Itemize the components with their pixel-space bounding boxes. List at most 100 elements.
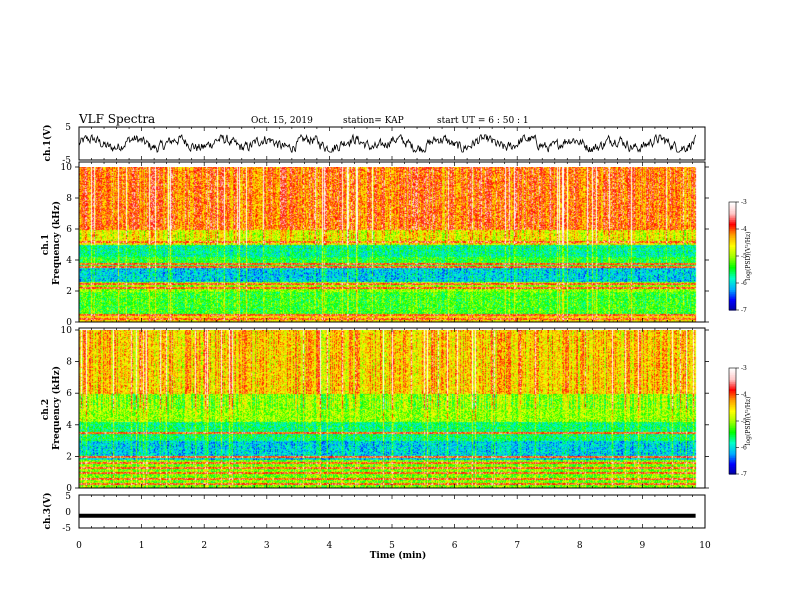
ch2-colorbar-swatch bbox=[729, 383, 736, 387]
ch2-colorbar-swatch bbox=[729, 468, 736, 472]
ch1-colorbar-swatch bbox=[729, 234, 736, 237]
ch2-colorbar-swatch bbox=[729, 376, 736, 380]
ch1-spectrogram-ytick-label: 8 bbox=[66, 194, 72, 204]
ch1-colorbar-swatch bbox=[729, 302, 736, 306]
ch2-colorbar-tick-label: -7 bbox=[741, 471, 747, 478]
ch1-colorbar-swatch bbox=[729, 207, 736, 210]
ch2-colorbar-swatch bbox=[729, 415, 736, 419]
ch2-colorbar-swatch bbox=[729, 433, 736, 436]
ch1-colorbar-tick-label: -3 bbox=[741, 199, 747, 206]
ch1-spectrogram-ytick-label: 2 bbox=[66, 287, 72, 297]
ch2-colorbar-swatch bbox=[729, 387, 736, 390]
ch2-colorbar-tick-label: -6 bbox=[741, 445, 747, 452]
ch1-colorbar-tick-label: -6 bbox=[741, 280, 747, 287]
ch2-colorbar-swatch bbox=[729, 454, 736, 457]
ch1-colorbar-swatch bbox=[729, 304, 736, 307]
ch2-colorbar-swatch bbox=[729, 408, 736, 411]
ch1-colorbar-swatch bbox=[729, 283, 736, 286]
ch1-colorbar-swatch bbox=[729, 281, 736, 284]
figure-title: VLF Spectra bbox=[78, 112, 155, 126]
ch2-colorbar-tick-label: -3 bbox=[741, 365, 747, 372]
ch1-colorbar-swatch bbox=[729, 261, 736, 264]
ch1-colorbar-swatch bbox=[729, 223, 736, 226]
ch2-colorbar-swatch bbox=[729, 452, 736, 456]
ch2-colorbar-swatch bbox=[729, 456, 736, 459]
ch2-colorbar-swatch bbox=[729, 378, 736, 381]
ch2-colorbar-swatch bbox=[729, 406, 736, 410]
ch2-colorbar-swatch bbox=[729, 389, 736, 392]
time-axis-ticks bbox=[78, 127, 706, 528]
ch2-colorbar-swatch bbox=[729, 463, 736, 466]
ch2-spectrogram-ytick-label: 2 bbox=[66, 452, 72, 462]
ch1-colorbar-swatch bbox=[729, 272, 736, 275]
ch1-colorbar-tick-label: -7 bbox=[741, 307, 747, 314]
ch2-colorbar-swatch bbox=[729, 369, 736, 373]
ch1-waveform-panel: 5 -5 ch.1(V) bbox=[42, 123, 706, 166]
ch2-colorbar-swatch bbox=[729, 390, 736, 394]
ch1-colorbar-swatch bbox=[729, 277, 736, 280]
ch3-waveform-panel: 5 0 -5 ch.3(V) bbox=[42, 492, 706, 534]
ch1-colorbar-swatch bbox=[729, 221, 736, 225]
ch2-colorbar-swatch bbox=[729, 458, 736, 461]
ch1-colorbar-swatch bbox=[729, 205, 736, 208]
ch1-colorbar-swatch bbox=[729, 295, 736, 298]
ch1-spectrogram-ylabel-channel: ch.1 Frequency (kHz) bbox=[41, 201, 62, 285]
ch1-colorbar-swatch bbox=[729, 257, 736, 261]
station-label: station= KAP bbox=[343, 116, 404, 126]
ch2-spectrogram-ytick-label: 10 bbox=[61, 326, 73, 336]
ch2-colorbar-swatch bbox=[729, 403, 736, 406]
ch1-colorbar-swatch bbox=[729, 299, 736, 302]
ch1-colorbar: -3 -4 -5 -6 -7 log(PSD)(V²/Hz) bbox=[728, 199, 752, 314]
ch1-colorbar-swatch bbox=[729, 259, 736, 262]
ch2-colorbar-swatch bbox=[729, 470, 736, 473]
ch2-colorbar-swatch bbox=[729, 461, 736, 464]
ch2-colorbar: -3 -4 -5 -6 -7 log(PSD)(V²/Hz) bbox=[728, 365, 752, 478]
ch1-colorbar-swatch bbox=[729, 236, 736, 239]
ch2-colorbar-swatch bbox=[729, 401, 736, 404]
time-axis-title: Time (min) bbox=[370, 550, 427, 561]
ch1-colorbar-swatch bbox=[729, 202, 736, 205]
ch3-ytick-mid: 0 bbox=[65, 508, 71, 518]
ch1-colorbar-swatch bbox=[729, 239, 736, 243]
ch1-colorbar-swatch bbox=[729, 266, 736, 270]
ch1-colorbar-swatch bbox=[729, 293, 736, 297]
ch2-colorbar-label: log(PSD)(V²/Hz) bbox=[745, 397, 752, 446]
ch1-spectrogram-ytick-label: 6 bbox=[66, 225, 72, 235]
ch2-spectrogram-ytick-label: 6 bbox=[66, 389, 72, 399]
ch1-colorbar-swatch bbox=[729, 286, 736, 289]
ch1-spectrogram-ytick-label: 10 bbox=[61, 163, 73, 173]
ch2-colorbar-swatch bbox=[729, 440, 736, 443]
ch2-colorbar-swatch bbox=[729, 428, 736, 431]
ch2-colorbar-swatch bbox=[729, 466, 736, 470]
ch1-colorbar-swatch bbox=[729, 216, 736, 219]
ch1-colorbar-swatch bbox=[729, 290, 736, 293]
ch1-colorbar-swatch bbox=[729, 270, 736, 273]
ch1-colorbar-swatch bbox=[729, 248, 736, 252]
ch1-colorbar-swatch bbox=[729, 301, 736, 304]
ch1-colorbar-swatch bbox=[729, 211, 736, 214]
ch1-colorbar-swatch bbox=[729, 279, 736, 282]
ch1-colorbar-swatch bbox=[729, 254, 736, 257]
ch2-colorbar-swatch bbox=[729, 394, 736, 397]
ch2-colorbar-swatch bbox=[729, 396, 736, 399]
ch3-ytick-top: 5 bbox=[65, 492, 71, 502]
ch2-colorbar-tick-label: -5 bbox=[741, 418, 747, 425]
ch1-colorbar-swatch bbox=[729, 218, 736, 221]
ch2-colorbar-swatch bbox=[729, 375, 736, 378]
ch2-colorbar-tick-label: -4 bbox=[741, 392, 747, 399]
ch1-spectrogram-yticks: 0 2 4 6 8 10 bbox=[61, 163, 709, 328]
time-tick-label: 8 bbox=[577, 541, 583, 551]
ch2-spectrogram-ytick-label: 0 bbox=[66, 484, 72, 494]
ch1-colorbar-swatch bbox=[729, 245, 736, 248]
time-tick-label: 0 bbox=[76, 541, 82, 551]
ch1-colorbar-swatch bbox=[729, 275, 736, 279]
ch2-colorbar-swatch bbox=[729, 449, 736, 452]
ch1-colorbar-label: log(PSD)(V²/Hz) bbox=[745, 232, 752, 281]
time-tick-label: 4 bbox=[327, 541, 333, 551]
ch1-colorbar-swatch bbox=[729, 288, 736, 291]
ch2-colorbar-swatch bbox=[729, 445, 736, 449]
ch2-colorbar-swatch bbox=[729, 413, 736, 417]
ch1-colorbar-swatch bbox=[729, 265, 736, 268]
ch1-colorbar-swatch bbox=[729, 252, 736, 255]
